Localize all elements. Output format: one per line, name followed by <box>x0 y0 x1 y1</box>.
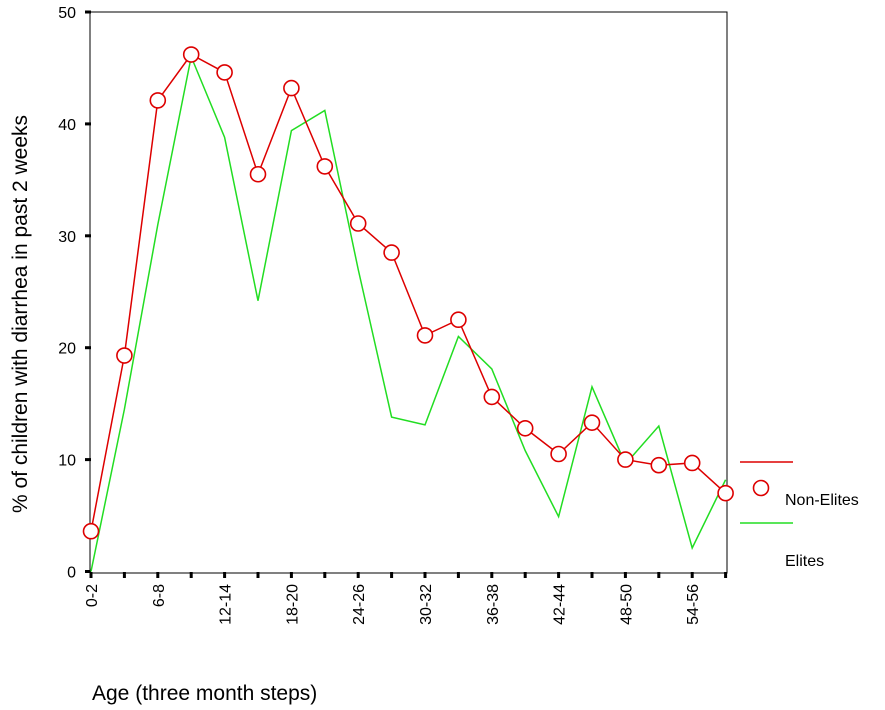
data-point-non-elites <box>450 311 467 329</box>
y-tick-label: 20 <box>58 341 76 358</box>
y-tick-label: 30 <box>58 229 76 246</box>
x-tick <box>724 572 728 578</box>
x-tick <box>490 572 494 578</box>
x-tick-label: 24-26 <box>351 584 368 625</box>
x-tick <box>356 572 360 578</box>
x-tick <box>523 572 527 578</box>
y-tick <box>85 10 91 14</box>
data-point-non-elites <box>82 522 100 540</box>
plot-area-frame <box>89 11 728 574</box>
data-point-non-elites <box>516 419 534 437</box>
data-point-non-elites <box>583 414 601 431</box>
x-tick <box>223 572 227 578</box>
data-point-non-elites <box>349 215 367 232</box>
x-tick <box>690 572 694 578</box>
x-tick <box>590 572 594 578</box>
data-point-non-elites <box>550 445 567 463</box>
x-tick <box>456 572 460 578</box>
x-tick <box>122 572 126 578</box>
x-tick-label: 12-14 <box>218 584 235 625</box>
x-tick <box>189 572 193 578</box>
data-point-non-elites <box>249 165 267 183</box>
x-tick <box>657 572 661 578</box>
data-point-non-elites <box>116 347 133 364</box>
series-layer <box>82 46 734 572</box>
data-point-non-elites <box>316 158 334 175</box>
data-point-non-elites <box>683 454 701 472</box>
data-point-non-elites <box>216 64 233 81</box>
x-tick <box>323 572 327 578</box>
data-point-non-elites <box>483 388 501 406</box>
x-tick <box>390 572 394 578</box>
x-tick-label: 30-32 <box>418 584 435 625</box>
x-tick-label: 6-8 <box>151 584 168 607</box>
data-point-non-elites <box>383 244 400 261</box>
y-tick-label: 50 <box>58 5 76 22</box>
x-axis-title: Age (three month steps) <box>92 682 317 705</box>
x-tick <box>623 572 627 578</box>
x-axis-ticks: 0-2 6-8 12-14 18-20 24-26 30-32 36-38 42-44 48-5… <box>84 572 728 625</box>
x-tick <box>557 572 561 578</box>
legend-nonelites-label: Non-Elites <box>785 492 859 509</box>
y-tick-label: 40 <box>58 117 76 134</box>
y-axis-ticks: 0 10 20 30 40 50 <box>58 5 91 582</box>
y-tick <box>85 122 91 126</box>
y-tick <box>85 234 91 238</box>
legend-nonelites-marker <box>752 479 770 497</box>
x-tick <box>89 572 93 578</box>
x-tick-label: 48-50 <box>618 584 635 625</box>
y-tick-label: 10 <box>58 453 76 470</box>
y-tick <box>85 346 91 350</box>
x-tick-label: 36-38 <box>485 584 502 625</box>
data-point-non-elites <box>416 327 434 344</box>
y-tick-label: 0 <box>67 565 76 582</box>
x-tick-label: 54-56 <box>685 584 702 625</box>
data-point-non-elites <box>283 79 300 97</box>
legend: Non-Elites Elites <box>740 461 859 570</box>
data-point-non-elites <box>717 484 734 502</box>
x-tick-label: 18-20 <box>284 584 301 625</box>
x-tick <box>423 572 427 578</box>
data-point-non-elites <box>650 456 668 474</box>
data-point-non-elites <box>182 46 200 63</box>
x-tick-label: 42-44 <box>552 584 569 625</box>
data-point-non-elites <box>617 451 634 468</box>
y-tick <box>85 458 91 462</box>
series-line-elites <box>90 54 727 572</box>
y-axis-title: % of children with diarrhea in past 2 we… <box>9 115 32 513</box>
x-tick <box>156 572 160 578</box>
data-point-non-elites <box>149 92 167 109</box>
x-tick-label: 0-2 <box>84 584 101 607</box>
y-tick <box>85 570 91 573</box>
legend-elites-label: Elites <box>785 553 824 570</box>
x-tick <box>256 572 260 578</box>
x-tick <box>289 572 293 578</box>
